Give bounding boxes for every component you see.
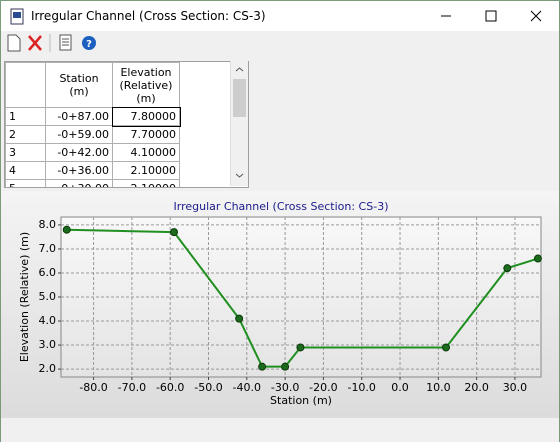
row-number: 3	[5, 143, 46, 162]
x-tick-label: 20.0	[464, 381, 489, 394]
point	[281, 362, 290, 371]
row[interactable]: 4 -0+36.00 2.10000	[5, 161, 180, 180]
y-tick-label: 7.0	[39, 242, 57, 255]
y-axis-label: Elevation (Relative) (m)	[18, 232, 31, 362]
point	[170, 228, 179, 237]
x-tick-label: -40.0	[233, 381, 261, 394]
window-controls[interactable]	[419, 1, 559, 31]
scrollbar[interactable]	[230, 61, 248, 186]
x-tick-label: -30.0	[271, 381, 299, 394]
x-tick-label: -20.0	[309, 381, 337, 394]
scrollbar-graphic	[233, 67, 246, 178]
window-title: Irregular Channel (Cross Section: CS-3)	[31, 9, 266, 23]
x-tick-label: -80.0	[79, 381, 107, 394]
toolbar: ?	[1, 31, 559, 55]
x-tick-label: 10.0	[426, 381, 451, 394]
row[interactable]: 1 -0+87.00 7.80000	[5, 106, 181, 127]
cell[interactable]: 7.70000	[112, 125, 180, 144]
row[interactable]: 3 -0+42.00 4.10000	[5, 143, 180, 162]
x-tick-label: 0.0	[391, 381, 409, 394]
point	[235, 314, 244, 323]
title-bar: Irregular Channel (Cross Section: CS-3)	[1, 1, 559, 31]
y-tick-label: 5.0	[39, 290, 57, 303]
status-bar	[1, 417, 559, 442]
y-tick-label: 8.0	[39, 218, 57, 231]
x-tick-label: -70.0	[118, 381, 146, 394]
point	[62, 225, 71, 234]
x-axis-label: Station (m)	[270, 394, 332, 407]
app-icon	[10, 8, 24, 25]
row[interactable]: 5-0+30.002.10000	[5, 179, 180, 187]
row-number: 1	[5, 107, 46, 126]
cell[interactable]: -0+42.00	[45, 143, 113, 162]
x-tick-label: -10.0	[347, 381, 375, 394]
cell[interactable]: -0+36.00	[45, 161, 113, 180]
svg-text:?: ?	[86, 39, 92, 50]
row-number: 4	[5, 161, 46, 180]
chart: Irregular Channel (Cross Section: CS-3) …	[1, 191, 559, 417]
cell[interactable]: 7.80000	[111, 106, 181, 127]
point	[441, 343, 450, 352]
point	[533, 254, 542, 263]
header-row: Station (m) Elevation (Relative) (m)	[5, 62, 180, 108]
y-tick-label: 6.0	[39, 266, 57, 279]
y-tick-label: 3.0	[39, 338, 57, 351]
column-header: Station (m)	[45, 62, 113, 108]
toolbar-icons[interactable]: ?	[1, 31, 111, 55]
table: Station (m) Elevation (Relative) (m) 1 -0+8…	[5, 62, 181, 187]
cell[interactable]: -0+59.00	[45, 125, 113, 144]
x-tick-label: 30.0	[503, 381, 528, 394]
chart-title: Irregular Channel (Cross Section: CS-3)	[174, 200, 389, 213]
column-header: Elevation (Relative) (m)	[112, 62, 180, 108]
y-tick-label: 4.0	[39, 314, 57, 327]
corner	[5, 62, 46, 108]
x-tick-label: -50.0	[194, 381, 222, 394]
x-tick-label: -60.0	[156, 381, 184, 394]
data-grid[interactable]: Station (m) Elevation (Relative) (m) 1 -0+8…	[4, 61, 249, 188]
cell[interactable]: 2.10000	[112, 161, 180, 180]
cell[interactable]: -0+87.00	[45, 107, 113, 126]
row[interactable]: 2 -0+59.00 7.70000	[5, 125, 180, 144]
point	[503, 264, 512, 273]
cell[interactable]: 4.10000	[112, 143, 180, 162]
row-number: 2	[5, 125, 46, 144]
y-tick-label: 2.0	[39, 362, 57, 375]
point	[296, 343, 305, 352]
row-number: 5	[5, 179, 46, 187]
point	[258, 362, 267, 371]
cell[interactable]: -0+30.00	[45, 179, 113, 187]
cell[interactable]: 2.10000	[112, 179, 180, 187]
